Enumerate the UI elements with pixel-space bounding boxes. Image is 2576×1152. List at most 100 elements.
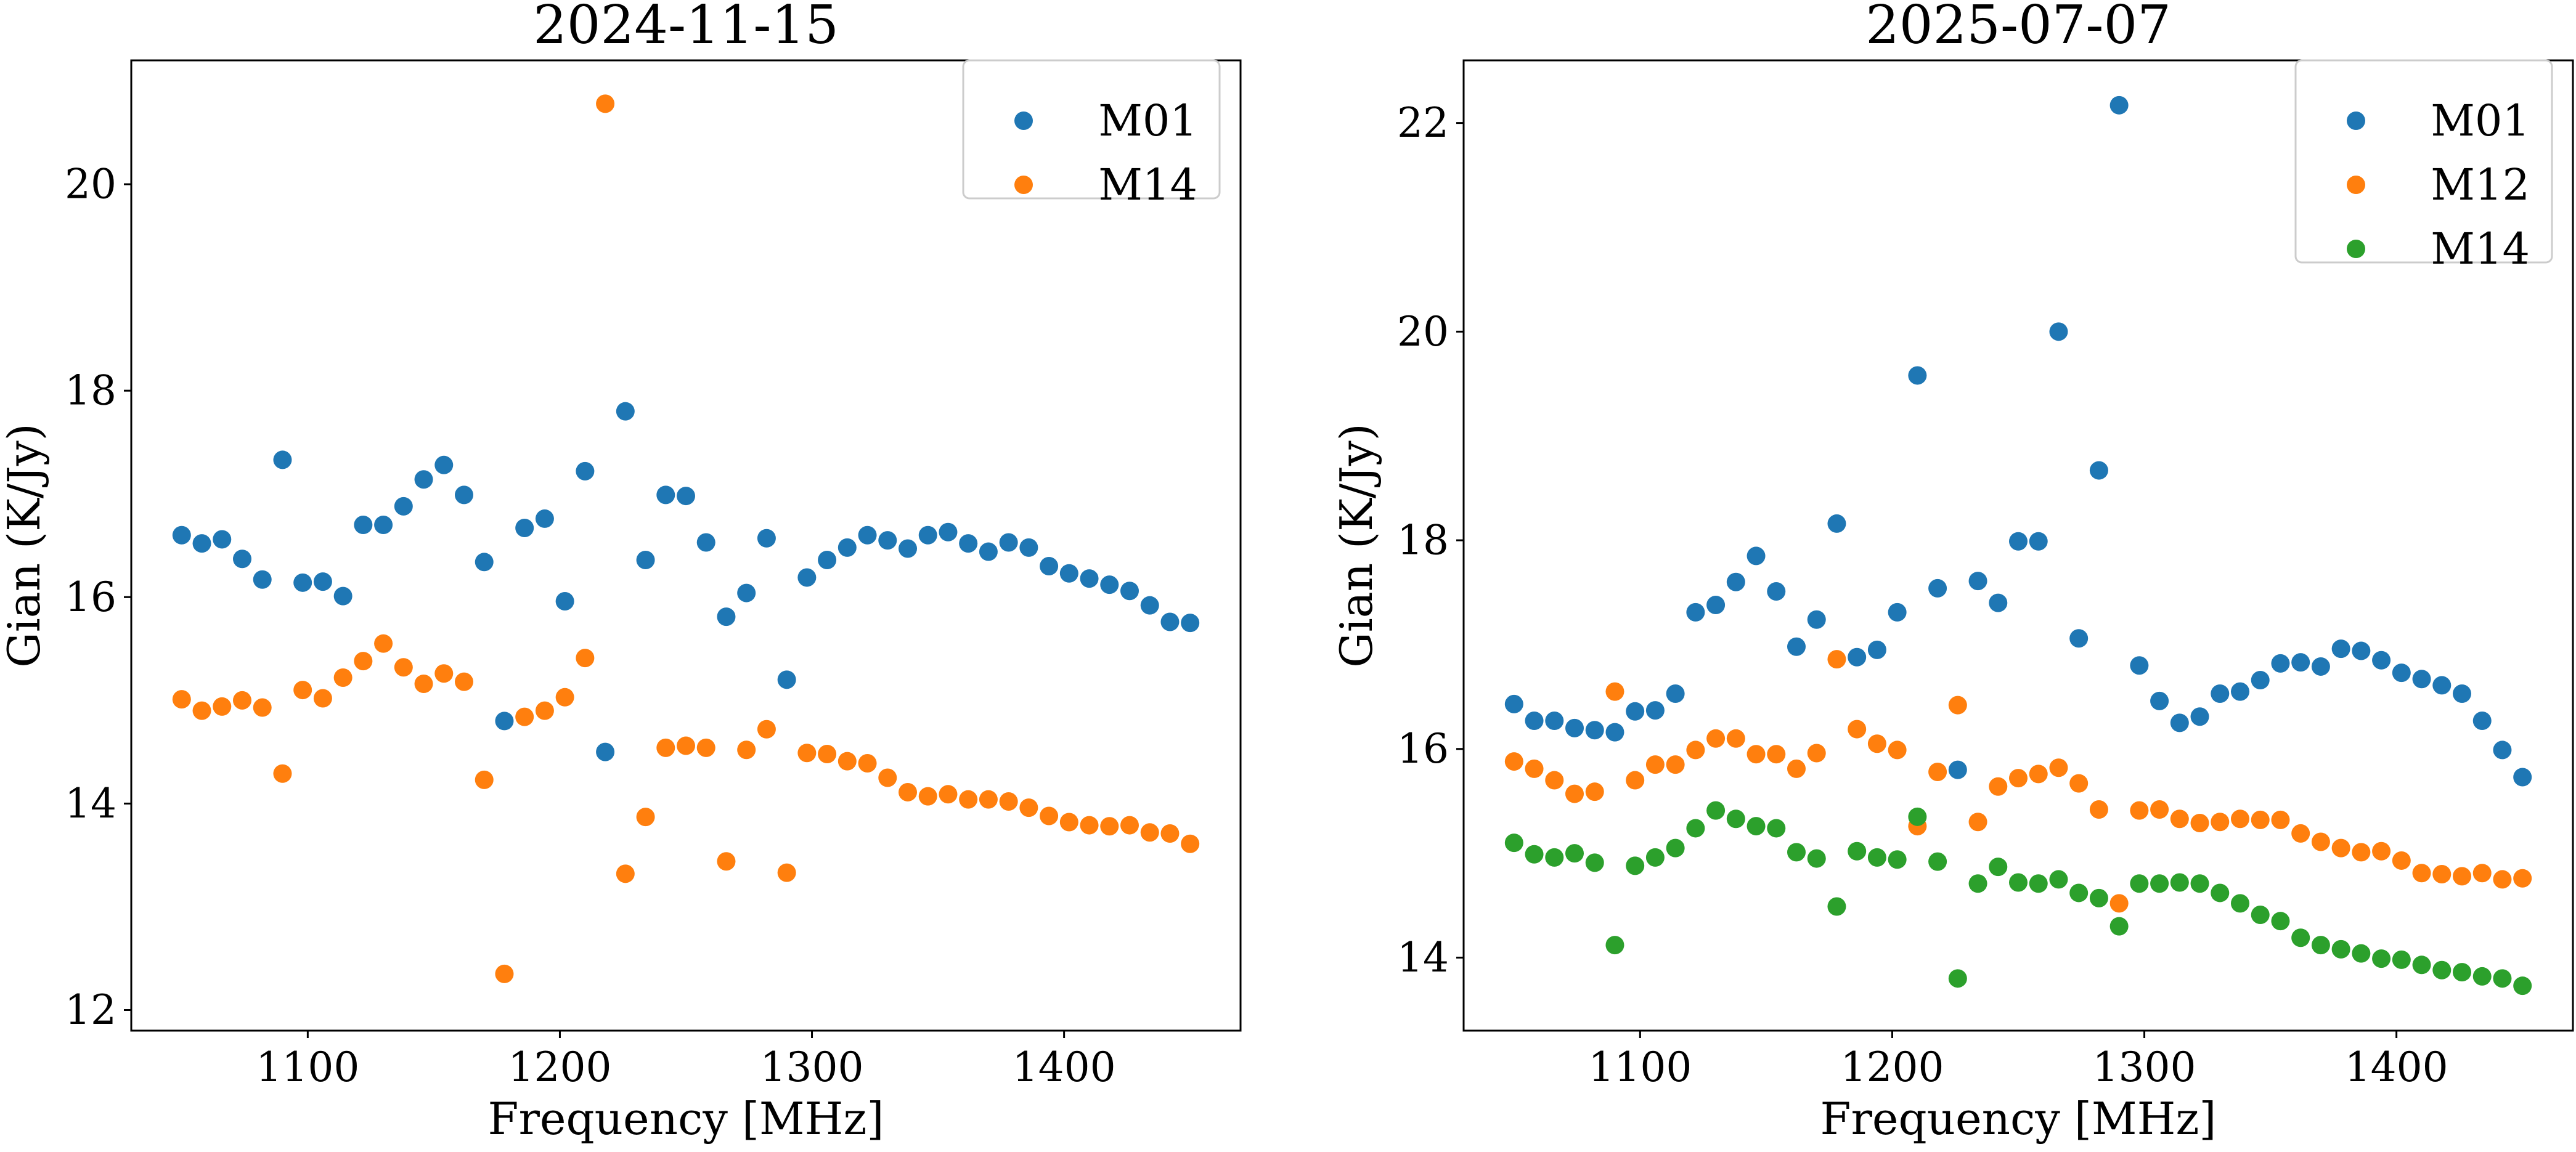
point-m14 — [2009, 873, 2028, 892]
point-m14 — [2109, 917, 2129, 936]
point-m01 — [333, 586, 353, 606]
axis-ticks: 1100 1200 1300 1400 12 14 16 18 20 — [65, 161, 1116, 1091]
point-m14 — [213, 697, 232, 716]
point-m01 — [959, 534, 978, 553]
legend-marker — [1014, 176, 1033, 194]
legend-marker — [1014, 112, 1033, 130]
point-m14 — [1948, 969, 1967, 988]
point-m01 — [1848, 647, 1867, 667]
point-m12 — [2331, 838, 2350, 858]
point-m01 — [757, 529, 776, 548]
plot-frame — [1462, 59, 2574, 1032]
point-m01 — [2009, 532, 2028, 551]
point-m01 — [1059, 564, 1078, 583]
point-m14 — [475, 770, 494, 789]
point-m14 — [374, 634, 393, 653]
chart-2024-11-15: 2024-11-15 Frequency [MHz] Gian (K/Jy) 1… — [0, 0, 1242, 1145]
legend-marker — [2347, 112, 2365, 130]
point-m01 — [455, 485, 473, 505]
point-m01 — [1948, 760, 1967, 779]
point-m14 — [636, 808, 655, 827]
point-m14 — [1848, 842, 1867, 861]
point-m01 — [1585, 721, 1604, 740]
point-m14 — [1666, 838, 1685, 858]
legend-label: M12 — [2431, 160, 2530, 210]
point-m14 — [293, 681, 312, 700]
point-m01 — [2453, 684, 2471, 703]
point-m14 — [596, 94, 615, 113]
point-m14 — [2049, 870, 2068, 889]
legend: M01 M12 M14 — [2294, 59, 2553, 274]
point-m14 — [2352, 944, 2371, 963]
point-m12 — [1605, 682, 1624, 701]
point-m01 — [2089, 461, 2108, 480]
y-tick-label: 16 — [65, 574, 116, 621]
point-m12 — [2109, 894, 2129, 913]
point-m14 — [1787, 843, 1806, 862]
point-m14 — [959, 790, 978, 809]
y-tick-label: 22 — [1397, 99, 1449, 147]
point-m01 — [495, 712, 514, 731]
point-m14 — [2150, 874, 2169, 893]
point-m01 — [1686, 602, 1705, 622]
x-tick-label: 1100 — [256, 1044, 359, 1091]
point-m12 — [2311, 832, 2330, 851]
point-m14 — [535, 701, 554, 720]
point-m14 — [878, 768, 897, 787]
point-m01 — [1645, 701, 1665, 720]
point-m12 — [2231, 809, 2249, 829]
point-m01 — [2392, 663, 2411, 683]
point-m12 — [2372, 842, 2391, 861]
point-m01 — [596, 742, 615, 761]
plot-frame — [130, 59, 1242, 1032]
point-m01 — [172, 525, 191, 545]
point-m12 — [2453, 867, 2471, 886]
point-m14 — [899, 782, 917, 801]
point-m14 — [2251, 906, 2270, 925]
point-m12 — [1867, 734, 1886, 753]
point-m01 — [1767, 582, 1786, 601]
point-m14 — [2432, 960, 2452, 980]
point-m01 — [2311, 657, 2330, 676]
point-m01 — [939, 522, 958, 542]
legend-label: M14 — [2431, 224, 2530, 274]
point-m01 — [354, 515, 373, 534]
point-m01 — [2372, 651, 2391, 670]
point-m14 — [1726, 809, 1745, 829]
x-tick-label: 1100 — [1588, 1044, 1692, 1091]
point-m12 — [1706, 729, 1726, 748]
point-m01 — [273, 450, 292, 469]
point-m01 — [717, 607, 736, 627]
point-m12 — [1968, 813, 1987, 832]
point-m12 — [2412, 864, 2431, 883]
point-m14 — [1040, 806, 1059, 825]
x-tick-label: 1400 — [1013, 1044, 1116, 1091]
point-m14 — [1968, 874, 1987, 893]
point-m14 — [2190, 874, 2209, 893]
point-m01 — [233, 550, 251, 569]
point-m14 — [656, 738, 675, 757]
point-m12 — [1807, 744, 1826, 763]
point-m14 — [172, 690, 191, 709]
point-m14 — [434, 664, 454, 683]
point-m01 — [213, 530, 232, 549]
point-m14 — [354, 652, 373, 671]
point-m12 — [1626, 771, 1645, 790]
point-m01 — [696, 533, 715, 552]
point-m01 — [576, 461, 595, 481]
point-m14 — [2372, 949, 2391, 968]
y-tick-label: 14 — [1397, 934, 1449, 981]
point-m01 — [737, 583, 756, 602]
point-m01 — [2271, 654, 2290, 673]
point-m14 — [1747, 817, 1766, 836]
point-m14 — [2472, 967, 2492, 986]
point-m14 — [1545, 848, 1564, 867]
point-m14 — [455, 672, 473, 691]
point-m14 — [576, 649, 595, 668]
point-m14 — [333, 668, 353, 687]
point-m14 — [1120, 816, 1139, 835]
point-m01 — [1605, 723, 1624, 742]
x-axis-label: Frequency [MHz] — [1820, 1093, 2217, 1145]
y-tick-label: 14 — [65, 780, 116, 827]
